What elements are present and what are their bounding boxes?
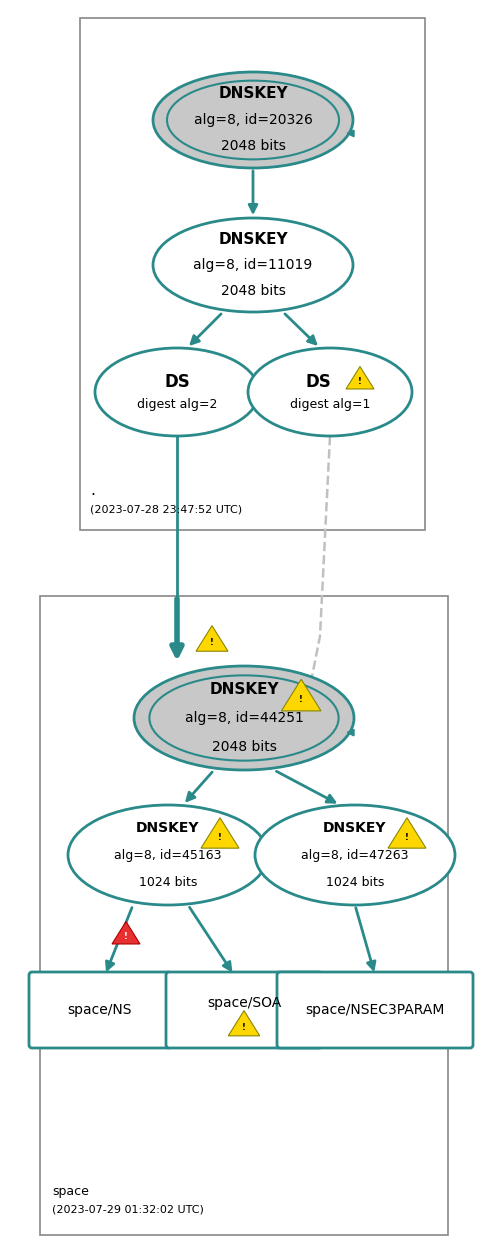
Text: space/SOA: space/SOA	[207, 996, 281, 1010]
Text: DNSKEY: DNSKEY	[218, 86, 287, 101]
Text: 1024 bits: 1024 bits	[138, 876, 197, 889]
Text: !: !	[242, 1022, 245, 1031]
Text: alg=8, id=44251: alg=8, id=44251	[184, 711, 303, 725]
FancyBboxPatch shape	[276, 972, 472, 1047]
Text: 1024 bits: 1024 bits	[325, 876, 383, 889]
Text: space: space	[52, 1185, 89, 1199]
Text: !: !	[124, 932, 128, 940]
Text: !: !	[218, 833, 222, 842]
Text: 2048 bits: 2048 bits	[211, 739, 276, 754]
Text: alg=8, id=45163: alg=8, id=45163	[114, 849, 221, 861]
Text: (2023-07-29 01:32:02 UTC): (2023-07-29 01:32:02 UTC)	[52, 1205, 203, 1215]
Text: space/NS: space/NS	[68, 1003, 132, 1017]
Text: space/NSEC3PARAM: space/NSEC3PARAM	[305, 1003, 444, 1017]
Text: alg=8, id=11019: alg=8, id=11019	[193, 258, 312, 272]
Text: !: !	[404, 833, 408, 842]
Text: DS: DS	[164, 373, 189, 392]
Ellipse shape	[68, 805, 268, 905]
Text: digest alg=2: digest alg=2	[136, 398, 217, 410]
Text: digest alg=1: digest alg=1	[289, 398, 369, 410]
Text: .: .	[90, 483, 95, 499]
Ellipse shape	[95, 347, 258, 436]
Bar	[40, 596, 447, 1235]
Text: !: !	[357, 376, 361, 385]
Text: DS: DS	[304, 373, 330, 392]
Ellipse shape	[152, 218, 352, 312]
Text: 2048 bits: 2048 bits	[220, 140, 285, 154]
Text: alg=8, id=47263: alg=8, id=47263	[301, 849, 408, 861]
Text: DNSKEY: DNSKEY	[209, 682, 278, 697]
Ellipse shape	[247, 347, 411, 436]
Text: alg=8, id=20326: alg=8, id=20326	[193, 113, 312, 127]
Text: DNSKEY: DNSKEY	[218, 232, 287, 247]
Text: !: !	[210, 638, 213, 647]
FancyBboxPatch shape	[166, 972, 321, 1047]
Polygon shape	[281, 680, 320, 711]
Text: !: !	[299, 695, 302, 704]
Polygon shape	[196, 626, 227, 651]
Ellipse shape	[134, 666, 353, 771]
Text: DNSKEY: DNSKEY	[322, 821, 386, 835]
Polygon shape	[387, 818, 425, 849]
FancyBboxPatch shape	[29, 972, 171, 1047]
Bar	[80, 18, 424, 530]
Polygon shape	[345, 366, 373, 389]
Polygon shape	[200, 818, 239, 849]
Polygon shape	[112, 922, 140, 944]
Ellipse shape	[152, 72, 352, 167]
Text: 2048 bits: 2048 bits	[220, 283, 285, 298]
Ellipse shape	[255, 805, 454, 905]
Text: DNSKEY: DNSKEY	[136, 821, 199, 835]
Polygon shape	[228, 1011, 259, 1036]
Text: (2023-07-28 23:47:52 UTC): (2023-07-28 23:47:52 UTC)	[90, 504, 242, 514]
